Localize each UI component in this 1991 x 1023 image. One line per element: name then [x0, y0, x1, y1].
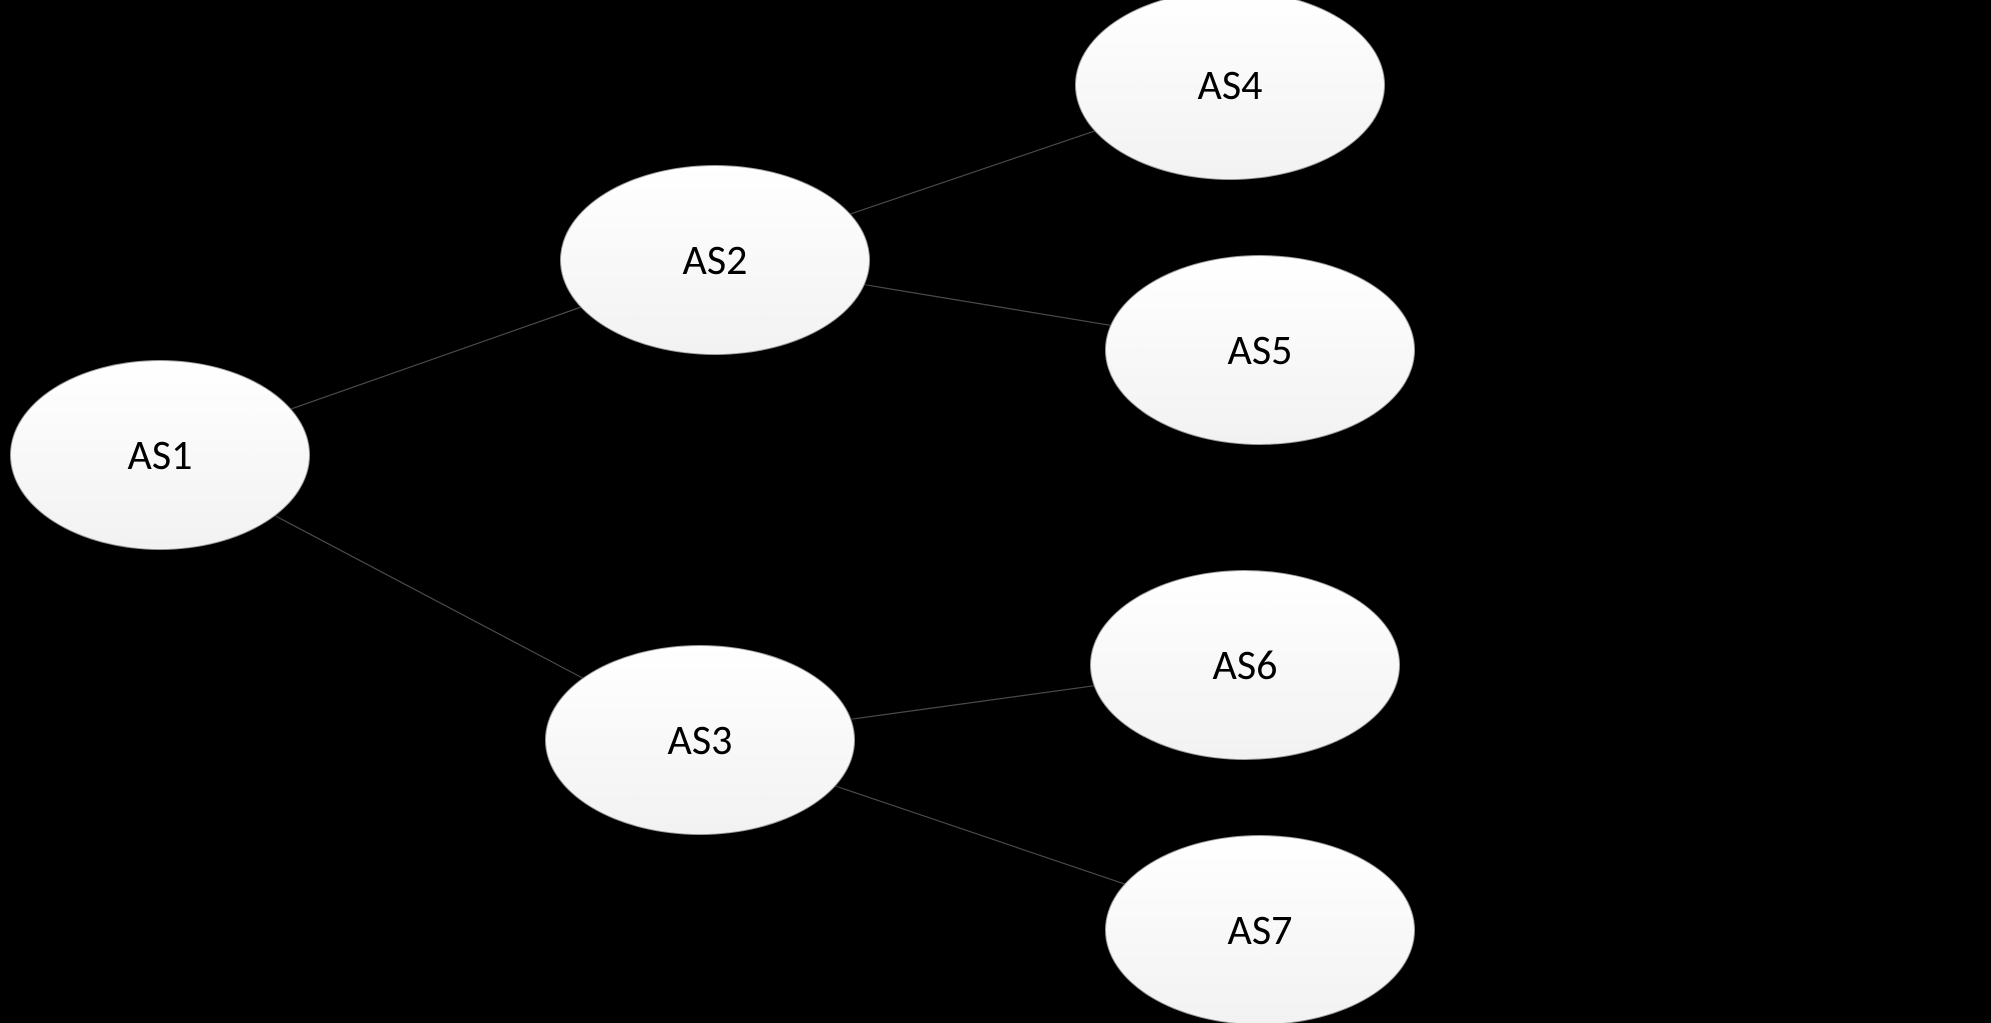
edge-AS3-AS7	[836, 786, 1125, 884]
edge-AS3-AS6	[851, 686, 1094, 719]
node-AS3: AS3	[545, 645, 855, 835]
edge-AS2-AS4	[851, 131, 1095, 214]
node-AS1: AS1	[10, 360, 310, 550]
edge-AS1-AS2	[291, 307, 580, 409]
node-label-AS4: AS4	[1198, 60, 1263, 111]
node-label-AS3: AS3	[668, 715, 733, 766]
node-label-AS2: AS2	[683, 235, 748, 286]
node-AS5: AS5	[1105, 255, 1415, 445]
edge-AS1-AS3	[275, 516, 582, 678]
node-AS6: AS6	[1090, 570, 1400, 760]
node-AS2: AS2	[560, 165, 870, 355]
diagram-canvas: AS1 AS2 AS3 AS4 AS5 AS6 AS7	[0, 0, 1991, 1023]
node-label-AS5: AS5	[1228, 325, 1293, 376]
node-AS4: AS4	[1075, 0, 1385, 180]
edge-AS2-AS5	[865, 285, 1111, 326]
edges-layer	[0, 0, 1991, 1023]
node-label-AS1: AS1	[128, 430, 193, 481]
node-label-AS7: AS7	[1228, 905, 1293, 956]
node-label-AS6: AS6	[1213, 640, 1278, 691]
node-AS7: AS7	[1105, 835, 1415, 1023]
